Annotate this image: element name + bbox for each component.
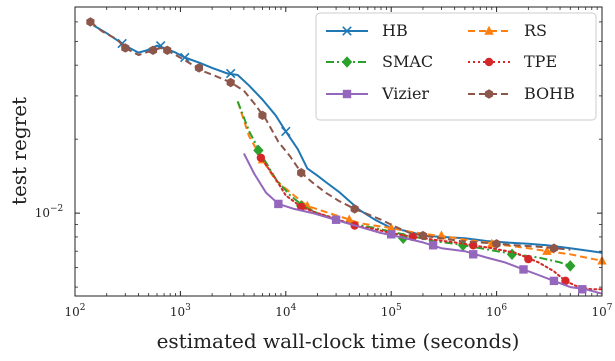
x-tick-label: 104 (275, 303, 296, 319)
series-point-bohb (194, 63, 204, 73)
series-point-vizier (519, 265, 528, 274)
series-point-vizier (578, 285, 587, 294)
series-point-rs (386, 222, 396, 232)
y-axis-label: test regret (7, 97, 31, 205)
series-point-bohb (258, 110, 267, 121)
legend-item-smac: SMAC (326, 52, 433, 71)
legend-item-hb: HB (326, 21, 408, 40)
series-point-smac (253, 144, 264, 157)
legend-item-vizier: Vizier (326, 84, 429, 103)
series-line-bohb (89, 21, 571, 251)
series-point-bohb (121, 43, 130, 53)
series-point-smac (565, 260, 576, 272)
tick-labels: 102 103 104 105 106 107 10−2 (35, 204, 613, 319)
series-point-tpe (256, 153, 266, 162)
series-point-tpe (469, 241, 478, 250)
series-point-rs (542, 245, 552, 255)
x-tick-label: 106 (486, 303, 507, 319)
legend-marker-rs (484, 25, 494, 35)
series-point-tpe (561, 276, 570, 286)
series-point-bohb (350, 204, 359, 214)
legend-label-smac: SMAC (382, 52, 433, 71)
axes (74, 6, 603, 297)
series-point-bohb (226, 77, 235, 88)
series-point-hb (225, 68, 236, 79)
x-tick-label: 107 (591, 303, 612, 319)
y-tick-label: 10−2 (35, 204, 64, 220)
series-layer (86, 17, 607, 295)
legend-label-rs: RS (524, 21, 547, 40)
series-point-bohb (492, 239, 501, 249)
series-point-hb (179, 52, 190, 63)
legend-marker-vizier (342, 89, 352, 99)
series-point-bohb (148, 45, 158, 55)
legend-box (315, 12, 597, 121)
series-point-tpe (524, 254, 533, 264)
legend: HB RS SMAC TPE Vizier BOHB (315, 12, 597, 121)
legend-marker-hb (342, 26, 352, 36)
legend-item-tpe: TPE (468, 52, 557, 71)
series-rs (236, 101, 607, 265)
series-line-tpe (261, 158, 603, 291)
series-point-vizier (387, 230, 396, 239)
series-vizier (243, 152, 603, 295)
x-tick-label: 102 (64, 303, 85, 319)
legend-label-tpe: TPE (524, 52, 557, 71)
x-axis-label: estimated wall-clock time (seconds) (157, 329, 520, 353)
series-point-hb (281, 126, 291, 137)
legend-label-hb: HB (382, 21, 408, 40)
series-point-vizier (549, 276, 559, 286)
legend-marker-bohb (484, 89, 494, 99)
series-tpe (256, 153, 603, 291)
series-point-bohb (297, 168, 306, 178)
series-point-bohb (549, 243, 559, 253)
series-point-bohb (86, 17, 95, 27)
legend-label-vizier: Vizier (381, 84, 429, 103)
legend-item-rs: RS (468, 21, 547, 40)
series-point-smac (506, 248, 518, 260)
legend-item-bohb: BOHB (468, 84, 575, 103)
series-point-bohb (418, 230, 427, 241)
series-point-vizier (469, 250, 478, 259)
legend-marker-smac (341, 56, 353, 68)
series-point-vizier (428, 241, 438, 250)
plot-frame (74, 6, 603, 297)
series-point-rs (344, 214, 354, 224)
legend-marker-tpe (484, 57, 494, 67)
series-bohb (86, 17, 571, 253)
series-line-vizier (243, 152, 603, 295)
x-tick-label: 103 (170, 303, 191, 319)
legend-label-bohb: BOHB (524, 84, 575, 103)
x-tick-label: 105 (381, 303, 402, 319)
series-point-bohb (163, 45, 172, 55)
series-point-vizier (331, 215, 341, 224)
series-point-vizier (274, 199, 283, 209)
